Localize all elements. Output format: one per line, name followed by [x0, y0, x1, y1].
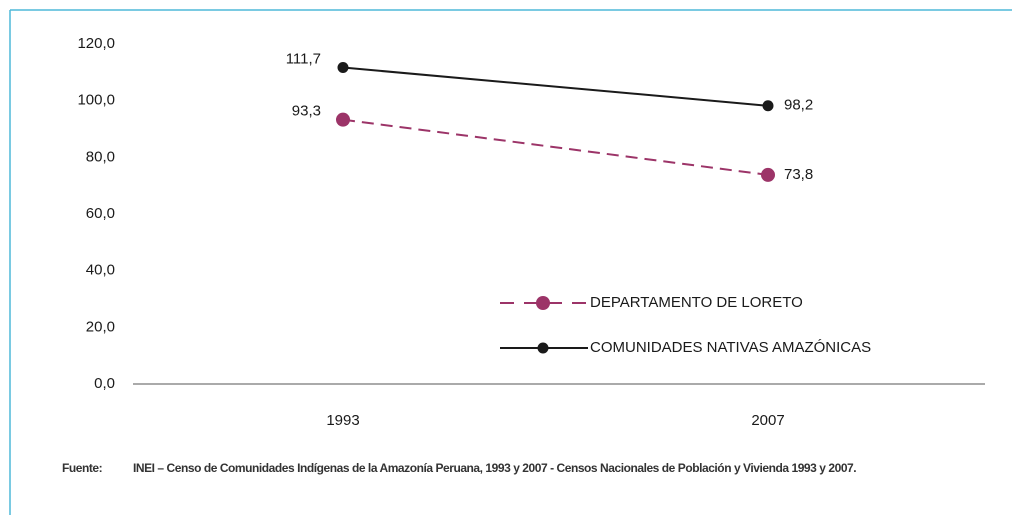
- series-line: [342, 118, 769, 176]
- legend-label: COMUNIDADES NATIVAS AMAZÓNICAS: [590, 339, 871, 356]
- series-line: [342, 66, 769, 107]
- y-tick-label: 0,0: [94, 375, 115, 392]
- legend-marker: [537, 342, 549, 354]
- x-tick-label: 1993: [326, 412, 359, 429]
- source-label: Fuente:: [62, 461, 103, 475]
- data-label: 98,2: [784, 97, 813, 114]
- data-label: 93,3: [292, 103, 321, 120]
- point: [761, 167, 775, 182]
- source-text: INEI – Censo de Comunidades Indígenas de…: [133, 461, 857, 475]
- point: [762, 100, 774, 112]
- legend-marker: [536, 296, 550, 310]
- legend-label: DEPARTAMENTO DE LORETO: [590, 294, 803, 311]
- y-tick-label: 60,0: [86, 205, 115, 222]
- point: [336, 112, 350, 127]
- y-tick-label: 100,0: [77, 92, 115, 109]
- point: [337, 62, 349, 74]
- y-tick-label: 20,0: [86, 318, 115, 335]
- data-label: 111,7: [286, 50, 321, 67]
- source-note: Fuente: INEI – Censo de Comunidades Indí…: [62, 460, 997, 477]
- data-label: 73,8: [784, 166, 813, 183]
- x-tick-label: 2007: [751, 412, 784, 429]
- y-tick-label: 80,0: [86, 148, 115, 165]
- y-tick-label: 40,0: [86, 262, 115, 279]
- y-tick-label: 120,0: [77, 35, 115, 52]
